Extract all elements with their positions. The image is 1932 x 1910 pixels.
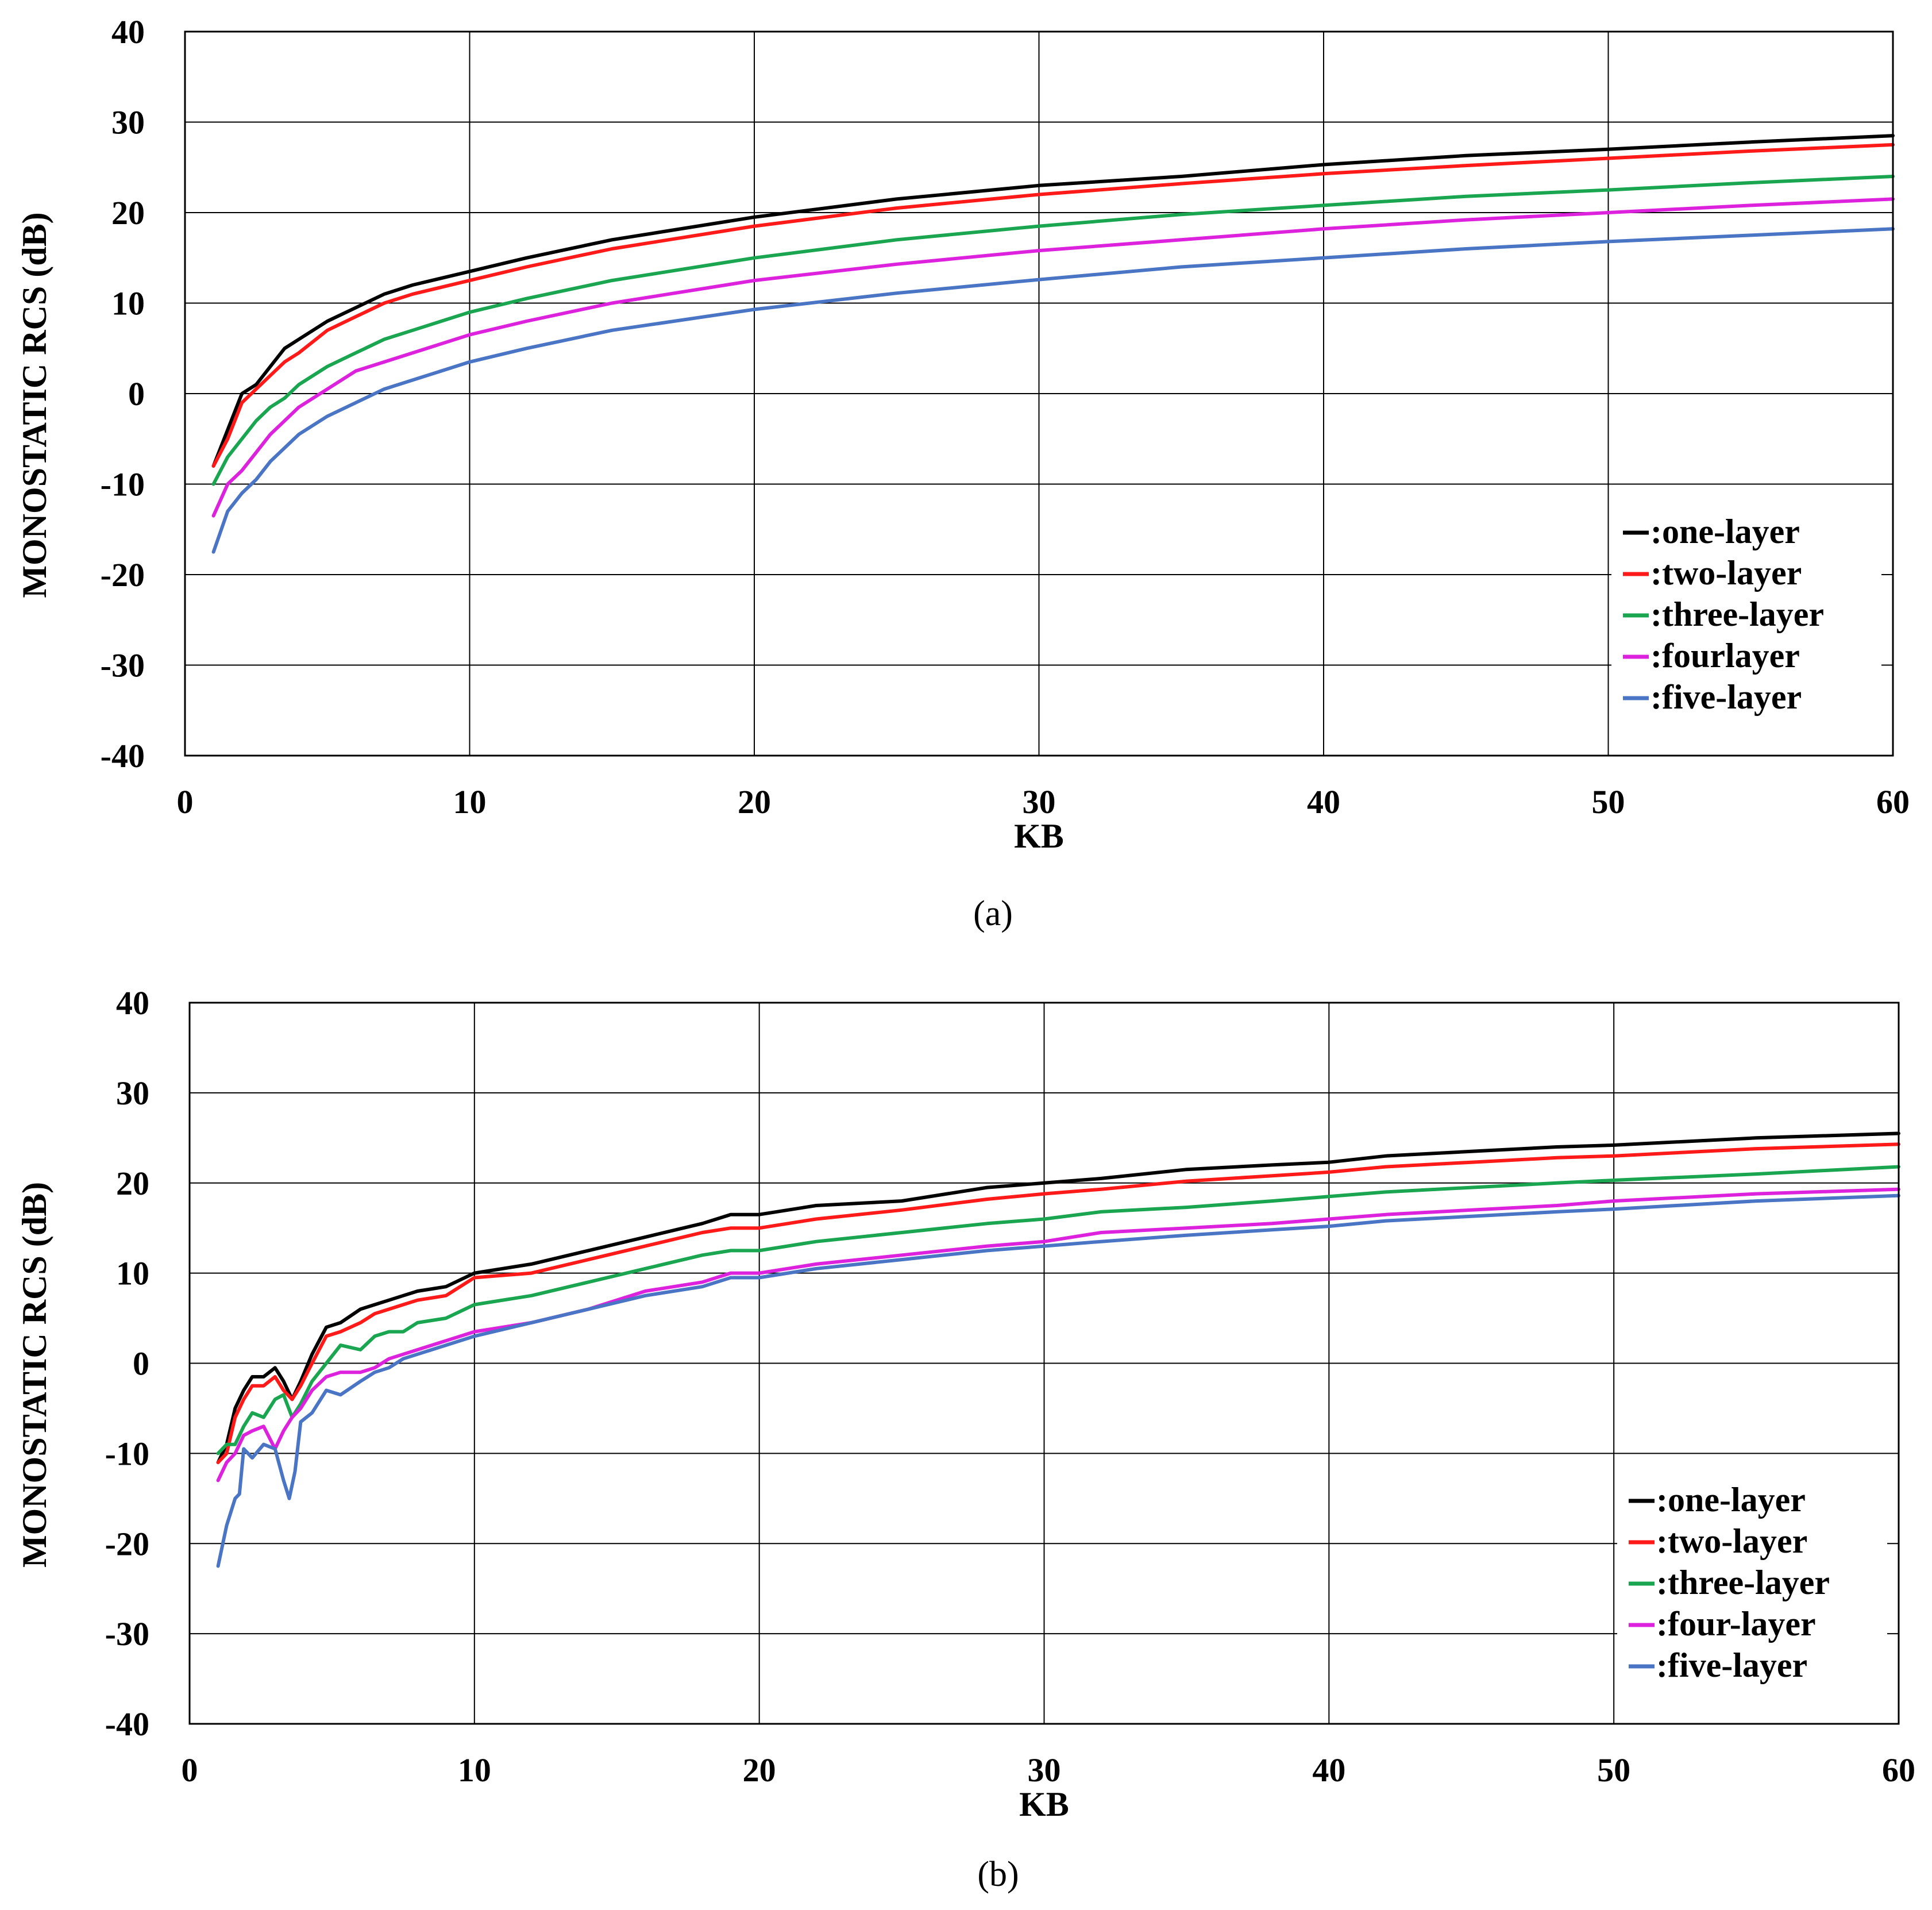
chart-a-y-tick-labels: -40 -30 -20 -10 0 10 20 30 40 <box>101 13 145 775</box>
chart-a-series-line-three <box>211 175 1895 486</box>
chart-a-x-tick-label: 60 <box>1876 783 1910 821</box>
chart-b-y-axis-title: MONOSTATIC RCS (dB) <box>16 1182 53 1568</box>
chart-b-y-tick-label: 20 <box>116 1165 149 1202</box>
chart-b-series-line-five <box>216 1193 1900 1568</box>
chart-a-legend-label-five: :five-layer <box>1651 678 1802 716</box>
chart-a-legend-label-one: :one-layer <box>1651 513 1800 550</box>
chart-a-series-line-two <box>211 143 1895 468</box>
chart-b-x-tick-label: 20 <box>743 1751 776 1789</box>
chart-b-series-line-four <box>216 1187 1900 1482</box>
chart-a-x-tick-label: 10 <box>453 783 487 821</box>
chart-panel-a: 0 10 20 30 40 50 60 -40 -30 -20 -10 0 10 20 30 40 KB M… <box>16 13 1910 933</box>
chart-b-y-tick-label: 40 <box>116 984 149 1022</box>
chart-a-legend: :one-layer :two-layer:three-layer :fourlay… <box>1611 511 1881 730</box>
chart-b-y-tick-label: 10 <box>116 1255 149 1292</box>
chart-a-y-axis-title: MONOSTATIC RCS (dB) <box>16 212 53 598</box>
chart-b-series-line-two <box>216 1142 1900 1465</box>
chart-a-legend-background <box>1611 511 1881 730</box>
chart-panel-b: 0 10 20 30 40 50 60 -40 -30 -20 -10 0 10 20 30 40 KB M… <box>16 984 1915 1894</box>
chart-b-plot-frame <box>188 1002 1900 1725</box>
chart-a-series-group <box>211 134 1895 554</box>
chart-a-x-tick-label: 30 <box>1023 783 1056 821</box>
chart-a-y-tick-label: -30 <box>101 647 145 684</box>
chart-b-x-tick-label: 30 <box>1028 1751 1061 1789</box>
chart-a-series-line-one <box>211 134 1895 468</box>
chart-b-y-tick-label: 30 <box>116 1075 149 1112</box>
chart-b-x-tick-label: 10 <box>458 1751 491 1789</box>
chart-a-x-tick-label: 0 <box>177 783 194 821</box>
chart-a-y-tick-label: 30 <box>111 104 145 141</box>
chart-b-x-tick-labels: 0 10 20 30 40 50 60 <box>182 1751 1916 1789</box>
chart-a-y-tick-label: 0 <box>128 375 145 413</box>
chart-b-legend-label-two: :two-layer <box>1656 1522 1807 1560</box>
chart-b-y-tick-labels: -40 -30 -20 -10 0 10 20 30 40 <box>105 984 149 1743</box>
chart-b-x-tick-label: 50 <box>1597 1751 1630 1789</box>
chart-a-y-tick-label: -40 <box>101 737 145 775</box>
chart-a-x-tick-label: 40 <box>1307 783 1340 821</box>
chart-b-series-line-one <box>216 1131 1900 1465</box>
chart-a-legend-label-two: :two-layer <box>1651 554 1802 592</box>
chart-b-x-axis-title: KB <box>1019 1785 1069 1823</box>
chart-b-x-tick-label: 0 <box>182 1751 198 1789</box>
chart-b-legend-label-three: :three-layer <box>1656 1564 1830 1601</box>
chart-a-x-axis-title: KB <box>1014 817 1064 855</box>
chart-a-x-tick-labels: 0 10 20 30 40 50 60 <box>177 783 1910 821</box>
chart-a-y-tick-label: -20 <box>101 556 145 594</box>
chart-a-y-tick-label: -10 <box>101 466 145 503</box>
chart-b-legend-background <box>1617 1480 1887 1698</box>
chart-b-y-tick-label: -20 <box>105 1525 149 1562</box>
chart-b-legend-label-five: :five-layer <box>1656 1646 1807 1684</box>
chart-b-y-tick-label: -10 <box>105 1435 149 1472</box>
chart-a-y-tick-label: 20 <box>111 194 145 232</box>
chart-b-y-tick-label: -40 <box>105 1705 149 1743</box>
chart-a-plot-frame <box>184 30 1894 757</box>
chart-a-series-line-four <box>211 197 1895 518</box>
chart-b-legend: :one-layer:two-layer :three-layer :four-la… <box>1617 1480 1887 1698</box>
chart-b-legend-label-one: :one-layer <box>1656 1481 1806 1519</box>
chart-b-y-tick-label: -30 <box>105 1615 149 1653</box>
chart-b-series-group <box>216 1131 1900 1568</box>
chart-b-y-tick-label: 0 <box>133 1345 149 1383</box>
chart-a-y-tick-label: 10 <box>111 285 145 322</box>
chart-a-legend-label-three: :three-layer <box>1651 595 1824 633</box>
chart-a-x-tick-label: 50 <box>1592 783 1625 821</box>
chart-a-legend-label-four: :fourlayer <box>1651 637 1800 675</box>
chart-b-legend-label-four: :four-layer <box>1656 1605 1816 1643</box>
chart-b-series-line-three <box>216 1165 1900 1455</box>
chart-b-x-tick-label: 60 <box>1882 1751 1915 1789</box>
chart-b-x-tick-label: 40 <box>1312 1751 1345 1789</box>
panel-label-b: (b) <box>977 1855 1019 1894</box>
panel-label-a: (a) <box>973 894 1013 933</box>
chart-a-x-tick-label: 20 <box>738 783 771 821</box>
chart-a-series-line-five <box>211 227 1895 554</box>
chart-a-y-tick-label: 40 <box>111 13 145 51</box>
